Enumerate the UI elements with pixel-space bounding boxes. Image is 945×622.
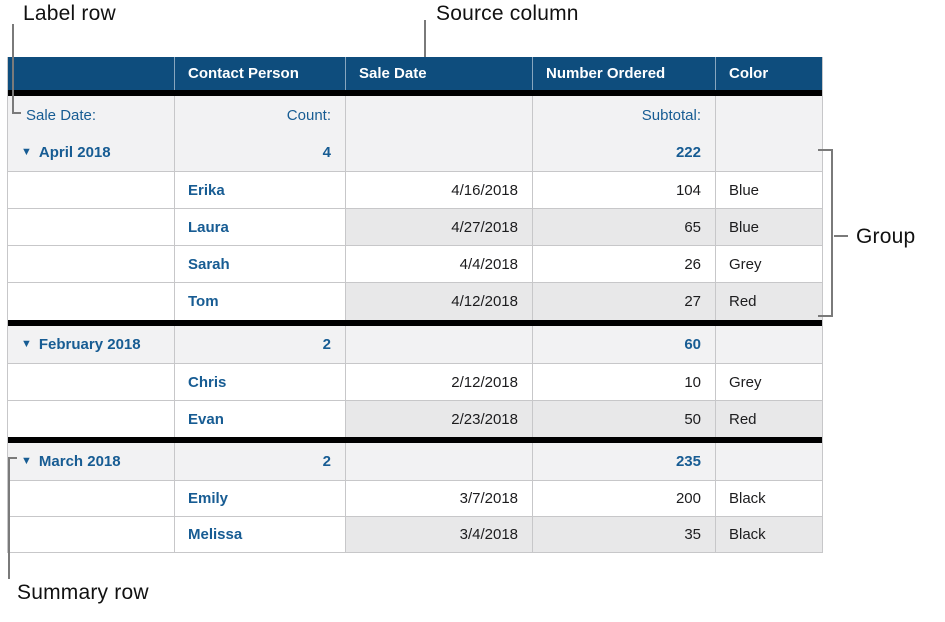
contact-cell[interactable]: Evan [175,401,346,437]
summary-category-cell[interactable]: ▼ February 2018 [8,326,175,363]
summary-empty-cell[interactable] [346,134,533,171]
label-cell-category[interactable]: Sale Date: [8,96,175,134]
date-cell[interactable]: 4/27/2018 [346,209,533,245]
contact-cell[interactable]: Melissa [175,517,346,552]
summary-subtotal-cell[interactable]: 60 [533,326,716,363]
category-cell[interactable] [8,209,175,245]
group-divider [8,320,822,326]
label-row-callout-line [12,24,21,114]
date-cell[interactable]: 4/16/2018 [346,172,533,208]
number-cell[interactable]: 27 [533,283,716,320]
label-row-annotation: Label row [23,2,116,25]
group-callout-arm [834,235,848,237]
color-cell[interactable]: Red [716,401,822,437]
header-cell-color[interactable]: Color [729,65,769,82]
label-row: Sale Date: Count: Subtotal: [8,96,822,134]
category-cell[interactable] [8,517,175,552]
header-divider [8,90,822,96]
summary-subtotal-cell[interactable]: 235 [533,443,716,480]
contact-cell[interactable]: Chris [175,364,346,400]
summary-count-cell[interactable]: 4 [175,134,346,171]
date-cell[interactable]: 3/4/2018 [346,517,533,552]
summary-subtotal-cell[interactable]: 222 [533,134,716,171]
summary-category-cell[interactable]: ▼ April 2018 [8,134,175,171]
summary-empty-cell[interactable] [716,443,822,480]
color-cell[interactable]: Grey [729,373,762,391]
label-cell-empty-color[interactable] [716,96,822,134]
date-cell[interactable]: 3/7/2018 [346,481,533,516]
date-cell[interactable]: 4/12/2018 [346,283,533,320]
number-cell[interactable]: 200 [533,481,716,516]
disclosure-triangle-icon[interactable]: ▼ [21,338,32,350]
category-cell[interactable] [8,401,175,437]
category-cell[interactable] [8,246,175,282]
number-cell[interactable]: 26 [533,246,716,282]
color-cell[interactable]: Grey [729,255,762,273]
table-row-laura: Laura 4/27/2018 65 Blue [8,209,822,246]
label-cell-subtotal[interactable]: Subtotal: [533,96,716,134]
source-column-annotation: Source column [436,2,579,25]
summary-empty-cell[interactable] [346,326,533,363]
summary-row-february: ▼ February 2018 2 60 [8,326,822,364]
table-row-evan: Evan 2/23/2018 50 Red [8,401,822,437]
summary-category-cell[interactable]: ▼ March 2018 [8,443,175,480]
disclosure-triangle-icon[interactable]: ▼ [21,455,32,467]
color-cell[interactable]: Blue [729,181,760,199]
summary-count-cell[interactable]: 2 [175,443,346,480]
table-row-chris: Chris 2/12/2018 10 Grey [8,364,822,401]
number-cell[interactable]: 50 [533,401,716,437]
header-cell-category[interactable] [8,57,175,90]
number-cell[interactable]: 65 [533,209,716,245]
summary-row-callout-line [8,457,17,579]
summary-empty-cell[interactable] [346,443,533,480]
date-cell[interactable]: 2/23/2018 [346,401,533,437]
number-cell[interactable]: 10 [533,364,716,400]
group-annotation: Group [856,225,916,248]
contact-cell[interactable]: Erika [175,172,346,208]
number-cell[interactable]: 35 [533,517,716,552]
date-cell[interactable]: 2/12/2018 [346,364,533,400]
header-row: Contact Person Sale Date Number Ordered … [8,57,822,90]
group-label: April 2018 [38,144,111,161]
header-cell-sale-date[interactable]: Sale Date [346,57,533,90]
category-cell[interactable] [8,172,175,208]
group-label: March 2018 [38,453,121,470]
contact-cell[interactable]: Emily [175,481,346,516]
summary-row-march: ▼ March 2018 2 235 [8,443,822,481]
summary-row-annotation: Summary row [17,581,149,604]
label-cell-count[interactable]: Count: [175,96,346,134]
table-row-sarah: Sarah 4/4/2018 26 Grey [8,246,822,283]
group-label: February 2018 [38,336,141,353]
group-divider [8,437,822,443]
categorized-table: Contact Person Sale Date Number Ordered … [7,57,823,553]
color-cell[interactable]: Blue [716,209,822,245]
contact-cell[interactable]: Tom [175,283,346,320]
table-row-tom: Tom 4/12/2018 27 Red [8,283,822,320]
source-column-callout-line [424,20,426,57]
table-row-emily: Emily 3/7/2018 200 Black [8,481,822,517]
category-cell[interactable] [8,283,175,320]
number-cell[interactable]: 104 [533,172,716,208]
header-cell-number-ordered[interactable]: Number Ordered [533,57,716,90]
date-cell[interactable]: 4/4/2018 [346,246,533,282]
summary-empty-cell[interactable] [716,326,822,363]
category-cell[interactable] [8,364,175,400]
group-callout-bracket [818,149,833,317]
summary-empty-cell[interactable] [716,134,822,171]
summary-row-april: ▼ April 2018 4 222 [8,134,822,172]
summary-count-cell[interactable]: 2 [175,326,346,363]
table-row-melissa: Melissa 3/4/2018 35 Black [8,517,822,552]
contact-cell[interactable]: Laura [175,209,346,245]
header-cell-contact-person[interactable]: Contact Person [175,57,346,90]
color-cell[interactable]: Red [716,283,822,320]
disclosure-triangle-icon[interactable]: ▼ [21,146,32,158]
category-cell[interactable] [8,481,175,516]
color-cell[interactable]: Black [716,517,822,552]
table-row-erika: Erika 4/16/2018 104 Blue [8,172,822,209]
contact-cell[interactable]: Sarah [175,246,346,282]
label-cell-empty-sale-date[interactable] [346,96,533,134]
color-cell[interactable]: Black [729,490,766,507]
